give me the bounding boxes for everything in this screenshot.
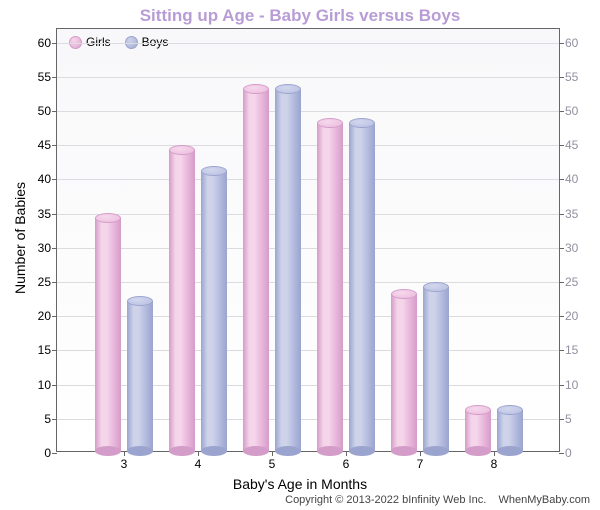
x-tick-label: 6: [343, 451, 350, 471]
y-tick-label-right: 15: [559, 343, 589, 357]
y-tick-label: 55: [27, 70, 57, 84]
y-tick-label: 25: [27, 275, 57, 289]
y-tick-label: 20: [27, 309, 57, 323]
y-tick-label-right: 30: [559, 241, 589, 255]
y-tick-label-right: 25: [559, 275, 589, 289]
y-axis-label: Number of Babies: [12, 178, 28, 298]
bar-boys: [127, 301, 153, 451]
y-tick-label-right: 35: [559, 207, 589, 221]
bar-boys: [275, 89, 301, 451]
x-tick-label: 4: [195, 451, 202, 471]
bar-boys: [423, 287, 449, 451]
grid-line: [57, 179, 559, 180]
grid-line: [57, 214, 559, 215]
y-tick-label-right: 60: [559, 36, 589, 50]
bar-boys: [349, 123, 375, 451]
y-tick-label: 10: [27, 378, 57, 392]
bar-boys: [497, 410, 523, 451]
bar-girls: [95, 218, 121, 451]
y-tick-label: 35: [27, 207, 57, 221]
y-tick-label-right: 55: [559, 70, 589, 84]
bar-boys: [201, 171, 227, 451]
chart-container: Sitting up Age - Baby Girls versus Boys …: [0, 0, 600, 510]
y-tick-label: 45: [27, 138, 57, 152]
bar-girls: [317, 123, 343, 451]
y-tick-label-right: 40: [559, 172, 589, 186]
y-tick-label: 0: [27, 446, 57, 460]
y-tick-label: 30: [27, 241, 57, 255]
chart-title: Sitting up Age - Baby Girls versus Boys: [0, 6, 600, 26]
y-tick-label: 5: [27, 412, 57, 426]
grid-line: [57, 111, 559, 112]
bar-girls: [391, 294, 417, 451]
bar-girls: [243, 89, 269, 451]
y-tick-label-right: 10: [559, 378, 589, 392]
grid-line: [57, 282, 559, 283]
bar-girls: [465, 410, 491, 451]
copyright-site: WhenMyBaby.com: [499, 494, 591, 506]
x-axis-label: Baby's Age in Months: [0, 476, 600, 492]
y-tick-label: 60: [27, 36, 57, 50]
grid-line: [57, 43, 559, 44]
copyright-text: Copyright © 2013-2022 bInfinity Web Inc.…: [285, 494, 590, 506]
y-tick-label: 15: [27, 343, 57, 357]
copyright-prefix: Copyright © 2013-2022 bInfinity Web Inc.: [285, 494, 486, 506]
y-tick-label-right: 5: [559, 412, 589, 426]
y-tick-label-right: 20: [559, 309, 589, 323]
y-tick-label: 50: [27, 104, 57, 118]
bar-girls: [169, 150, 195, 451]
grid-line: [57, 145, 559, 146]
grid-line: [57, 248, 559, 249]
x-tick-label: 8: [491, 451, 498, 471]
y-tick-label: 40: [27, 172, 57, 186]
x-tick-label: 7: [417, 451, 424, 471]
grid-line: [57, 77, 559, 78]
y-tick-label-right: 50: [559, 104, 589, 118]
plot-area: GirlsBoys 005510101515202025253030353540…: [56, 28, 560, 452]
y-tick-label-right: 0: [559, 446, 589, 460]
x-tick-label: 5: [269, 451, 276, 471]
x-tick-label: 3: [121, 451, 128, 471]
y-tick-label-right: 45: [559, 138, 589, 152]
